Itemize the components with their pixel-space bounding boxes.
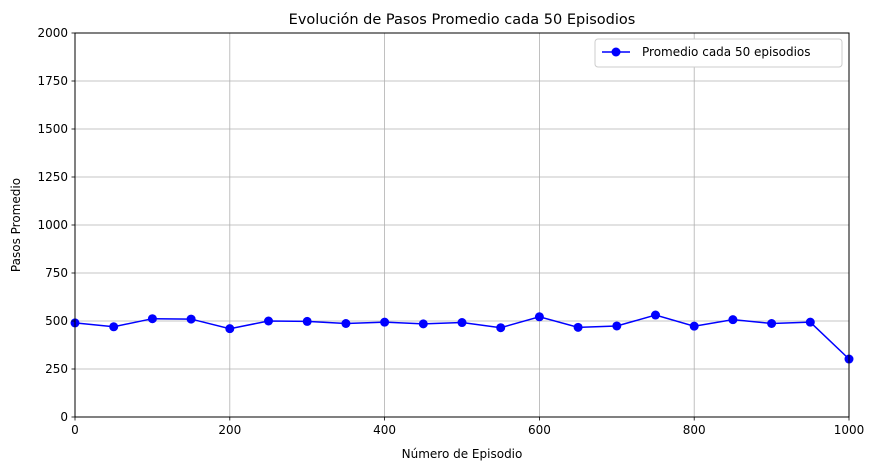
data-point — [302, 316, 312, 326]
y-tick-label: 0 — [60, 410, 68, 424]
x-tick-label: 800 — [683, 423, 706, 437]
data-point — [225, 324, 235, 334]
legend-marker-sample — [611, 47, 621, 57]
data-point — [573, 322, 583, 332]
x-tick-label: 1000 — [834, 423, 865, 437]
y-tick-label: 500 — [45, 314, 68, 328]
data-point — [767, 318, 777, 328]
y-tick-label: 2000 — [37, 26, 68, 40]
data-point — [689, 321, 699, 331]
x-tick-label: 400 — [373, 423, 396, 437]
legend-box — [594, 38, 843, 68]
series-layer — [70, 310, 854, 364]
y-axis-label: Pasos Promedio — [9, 178, 23, 272]
y-tick-label: 1750 — [37, 74, 68, 88]
data-point — [380, 317, 390, 327]
chart-title: Evolución de Pasos Promedio cada 50 Epis… — [289, 12, 636, 28]
y-tick-label: 1500 — [37, 122, 68, 136]
x-tick-label: 600 — [528, 423, 551, 437]
x-axis-label: Número de Episodio — [402, 447, 523, 461]
y-tick-label: 1000 — [37, 218, 68, 232]
data-point — [496, 323, 506, 333]
data-point — [418, 319, 428, 329]
legend-label: Promedio cada 50 episodios — [642, 45, 811, 59]
data-point — [264, 316, 273, 326]
data-point — [147, 314, 157, 324]
y-tick-label: 250 — [45, 362, 68, 376]
legend: Promedio cada 50 episodios — [594, 38, 843, 68]
y-tick-label: 1250 — [37, 170, 68, 184]
data-point — [534, 312, 544, 322]
data-point — [805, 317, 815, 327]
data-point — [612, 321, 622, 331]
data-point — [728, 315, 738, 325]
x-tick-label: 0 — [71, 423, 79, 437]
data-point — [457, 318, 467, 328]
data-point — [341, 318, 351, 328]
data-point — [109, 322, 119, 332]
data-point — [186, 314, 196, 324]
data-point — [651, 310, 660, 320]
x-tick-label: 200 — [218, 423, 241, 437]
y-tick-label: 750 — [45, 266, 68, 280]
axis-ticks: 0 200 400 600 800 1000 0 250 500 750 1000 1250 1500 1… — [37, 26, 864, 437]
